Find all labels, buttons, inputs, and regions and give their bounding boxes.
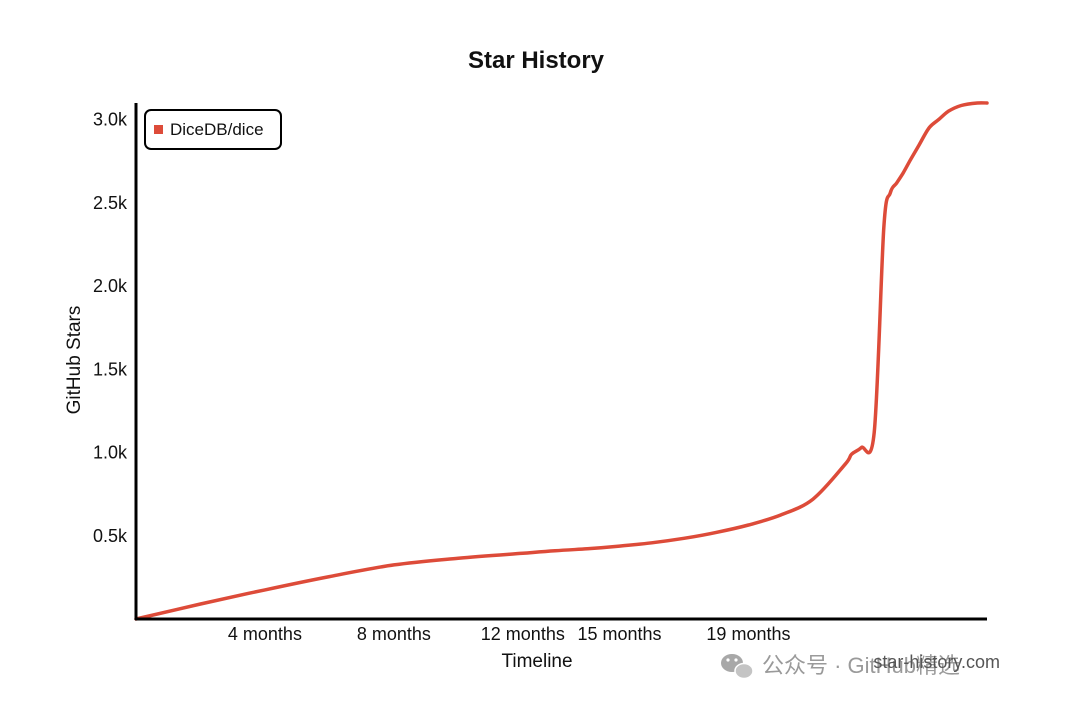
y-axis-title: GitHub Stars [64, 306, 85, 415]
plot-area [134, 101, 989, 621]
y-tick-label: 0.5k [93, 526, 128, 546]
series-line-0 [134, 101, 989, 621]
y-tick-label: 2.0k [93, 276, 128, 296]
wechat-icon [721, 654, 754, 680]
x-tick-label: 15 months [577, 624, 661, 644]
x-tick-label: 8 months [357, 624, 431, 644]
x-tick-label: 12 months [481, 624, 565, 644]
y-tick-label: 3.0k [93, 110, 128, 130]
x-tick-label: 4 months [228, 624, 302, 644]
watermark-label: 公众号 · GitHub精选 [762, 653, 960, 678]
legend-swatch [154, 125, 163, 134]
legend: DiceDB/dice [144, 109, 282, 150]
chart-title: Star History [468, 47, 605, 74]
x-tick-label: 19 months [706, 624, 790, 644]
x-axis-title: Timeline [501, 651, 572, 672]
legend-label: DiceDB/dice [170, 120, 264, 139]
x-tick-labels: 4 months 8 months 12 months 15 months 19 mon… [228, 624, 791, 644]
y-tick-label: 1.5k [93, 359, 128, 379]
source-label: star-history.com [873, 652, 1000, 672]
y-tick-labels: 0.5k 1.0k 1.5k 2.0k 2.5k 3.0k [93, 110, 128, 546]
y-tick-label: 2.5k [93, 193, 128, 213]
legend-box [144, 109, 282, 150]
y-tick-label: 1.0k [93, 443, 128, 463]
watermark: 公众号 · GitHub精选 [721, 653, 960, 680]
